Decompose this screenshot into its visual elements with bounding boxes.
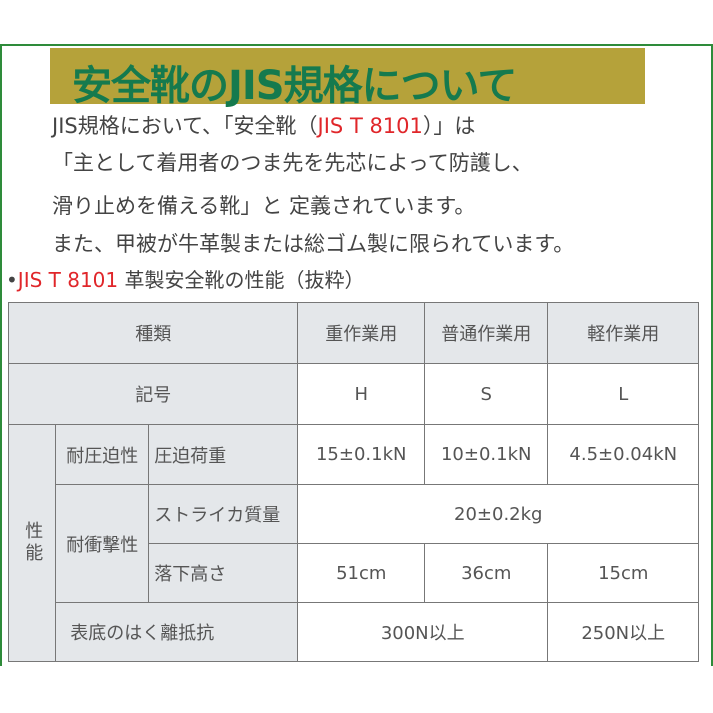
symbol-h: H: [297, 363, 426, 426]
compression-heavy: 15±0.1kN: [297, 424, 426, 486]
symbol-s: S: [424, 363, 549, 426]
compression-load-label: 圧迫荷重: [148, 424, 299, 486]
intro-line-1: JIS規格において、「安全靴（JIS T 8101）」は: [52, 110, 475, 140]
intro-line-2: 「主として着用者のつま先を先芯によって防護し、: [52, 151, 533, 175]
performance-label: 性能: [8, 424, 57, 663]
section-heading: •JIS T 8101 革製安全靴の性能（抜粋）: [6, 264, 364, 293]
peel-light: 250N以上: [547, 602, 700, 663]
bullet-icon: •: [6, 268, 18, 292]
compression-label: 耐圧迫性: [55, 424, 150, 486]
peel-heavy-normal: 300N以上: [297, 602, 549, 663]
header-heavy: 重作業用: [297, 302, 426, 365]
striker-mass-label: ストライカ質量: [148, 484, 299, 545]
drop-height-heavy: 51cm: [297, 543, 426, 604]
symbol-l: L: [547, 363, 700, 426]
compression-light: 4.5±0.04kN: [547, 424, 700, 486]
intro-text: JIS規格において、「安全靴（: [52, 114, 318, 138]
drop-height-label: 落下高さ: [148, 543, 299, 604]
header-normal: 普通作業用: [424, 302, 549, 365]
title-banner: 安全靴のJIS規格について: [50, 48, 645, 109]
section-title: 革製安全靴の性能（抜粋）: [118, 268, 365, 292]
symbol-label: 記号: [8, 363, 299, 426]
intro-text: ）」は: [422, 114, 476, 138]
page-title: 安全靴のJIS規格について: [72, 63, 517, 109]
intro-line-3: 滑り止めを備える靴」と 定義されています。: [52, 194, 476, 218]
section-code: JIS T 8101: [17, 268, 119, 292]
impact-label: 耐衝撃性: [55, 484, 150, 604]
peel-label: 表底のはく離抵抗: [55, 602, 299, 663]
performance-text: 性能: [22, 521, 44, 566]
drop-height-normal: 36cm: [424, 543, 549, 604]
drop-height-light: 15cm: [547, 543, 700, 604]
intro-line-4: また、甲被が牛革製または総ゴム製に限られています。: [52, 232, 575, 256]
jis-code: JIS T 8101: [317, 114, 423, 138]
striker-mass-value: 20±0.2kg: [297, 484, 700, 545]
header-light: 軽作業用: [547, 302, 700, 365]
compression-normal: 10±0.1kN: [424, 424, 549, 486]
header-type: 種類: [8, 302, 299, 365]
